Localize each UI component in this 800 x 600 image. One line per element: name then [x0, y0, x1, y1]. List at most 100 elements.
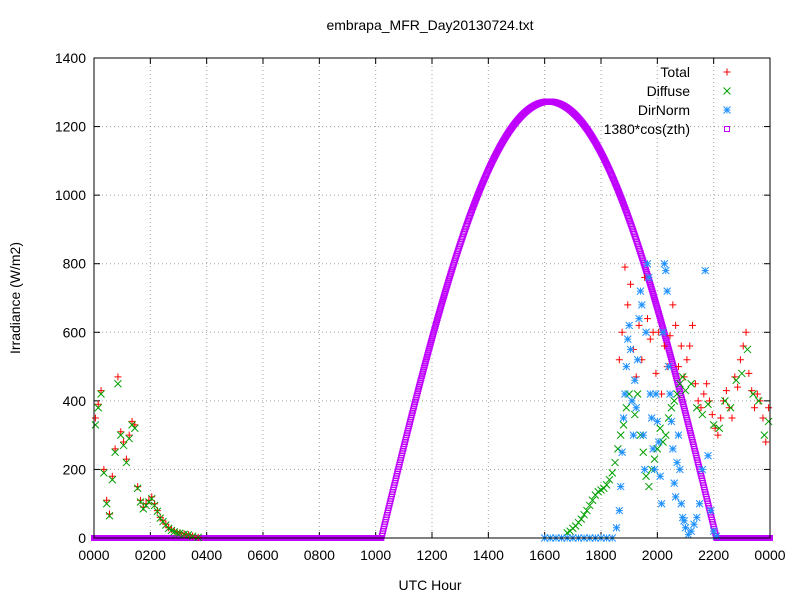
data-point	[618, 328, 626, 336]
data-point	[715, 424, 724, 433]
curve-point	[656, 313, 663, 320]
curve-point	[439, 299, 446, 306]
data-point	[743, 345, 752, 354]
data-point	[116, 431, 125, 439]
data-point	[695, 499, 704, 508]
data-point	[643, 259, 652, 268]
data-point	[125, 431, 133, 439]
y-axis-label: Irradiance (W/m2)	[7, 242, 23, 354]
data-point	[650, 465, 659, 474]
data-point	[150, 501, 159, 510]
data-point	[664, 362, 673, 371]
data-point	[697, 404, 705, 412]
data-point	[749, 390, 757, 398]
data-point	[97, 387, 105, 395]
data-point	[660, 259, 669, 268]
curve-point	[651, 295, 658, 302]
chart-title: embrapa_MFR_Day20130724.txt	[326, 17, 533, 33]
data-point	[636, 287, 645, 295]
data-point	[618, 448, 626, 457]
data-point	[639, 448, 648, 457]
data-point	[703, 380, 711, 388]
data-point	[94, 400, 102, 408]
data-point	[173, 529, 181, 538]
data-point	[725, 404, 733, 412]
data-point	[669, 301, 677, 309]
data-point	[764, 417, 773, 426]
curve-point	[438, 301, 445, 308]
data-point	[677, 499, 686, 508]
data-point	[583, 506, 591, 515]
curve-point	[438, 303, 445, 310]
plot-frame	[93, 57, 771, 539]
data-point	[622, 362, 631, 371]
data-point	[714, 431, 722, 439]
data-point	[626, 345, 635, 354]
data-point	[681, 386, 690, 395]
data-point	[674, 363, 682, 371]
data-point	[732, 376, 741, 385]
curve-point	[652, 299, 659, 306]
x-tick-label: 0000	[78, 547, 109, 563]
data-point	[726, 403, 735, 412]
data-point	[674, 431, 683, 439]
data-point	[678, 373, 687, 381]
data-point	[619, 414, 628, 422]
data-point	[100, 465, 108, 473]
data-point	[114, 379, 122, 388]
data-point	[614, 445, 622, 453]
data-point	[635, 321, 643, 329]
data-point	[734, 383, 742, 391]
x-tick-label: 1600	[529, 547, 560, 563]
data-point	[632, 403, 641, 412]
data-point	[105, 511, 114, 520]
data-point	[111, 445, 119, 453]
data-point	[704, 451, 712, 460]
data-point	[623, 335, 632, 343]
curve-point	[441, 289, 448, 296]
curve-point	[436, 307, 443, 314]
curve-point	[648, 285, 655, 292]
data-point	[102, 499, 111, 508]
data-point	[656, 472, 665, 481]
data-point	[676, 465, 684, 474]
data-point	[108, 472, 116, 480]
data-point	[588, 496, 597, 505]
curve-point	[437, 305, 444, 312]
data-point	[728, 414, 736, 422]
data-point	[737, 369, 746, 378]
data-point	[721, 397, 729, 405]
x-tick-label: 1800	[585, 547, 616, 563]
legend-label: Diffuse	[647, 83, 691, 99]
x-tick-label: 0200	[135, 547, 166, 563]
data-point	[605, 475, 614, 484]
data-point	[627, 280, 635, 288]
data-point	[681, 523, 690, 532]
data-point	[114, 373, 122, 381]
curve-point	[442, 287, 449, 294]
data-point	[673, 390, 681, 398]
data-point	[619, 421, 628, 429]
data-point	[709, 527, 718, 535]
curve-point	[433, 319, 440, 326]
data-point	[119, 441, 128, 450]
data-point	[754, 397, 763, 405]
data-point	[668, 445, 677, 453]
data-point	[103, 496, 111, 504]
data-point	[670, 479, 679, 487]
data-point	[585, 501, 594, 510]
data-point	[736, 356, 744, 364]
data-point	[108, 475, 117, 484]
data-point	[91, 414, 99, 422]
legend-label: Total	[660, 64, 690, 80]
data-point	[630, 376, 639, 385]
y-tick-label: 0	[78, 530, 86, 546]
data-point	[760, 431, 769, 439]
curve-point	[445, 276, 452, 283]
y-tick-label: 800	[63, 256, 87, 272]
data-point	[615, 506, 624, 515]
data-point	[654, 438, 663, 446]
data-point	[667, 417, 676, 426]
